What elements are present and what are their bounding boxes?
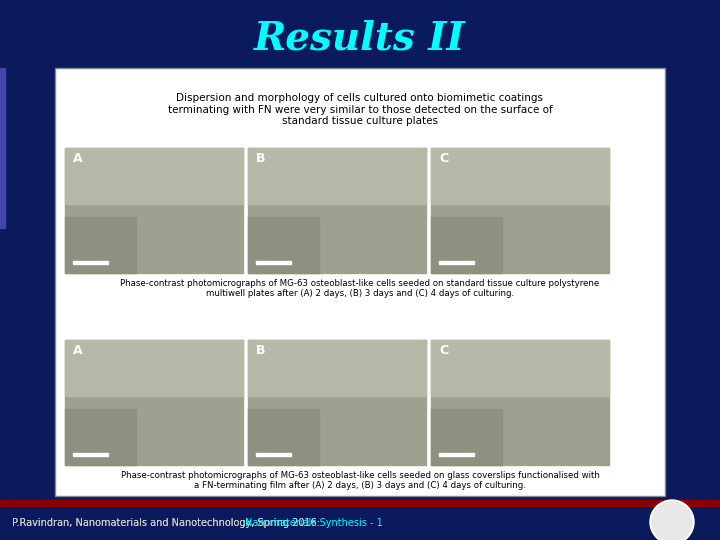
Text: Dispersion and morphology of cells cultured onto biomimetic coatings
terminating: Dispersion and morphology of cells cultu… [168,93,552,126]
Text: B: B [256,344,266,357]
Bar [248,340,426,465]
Text: A: A [73,344,83,357]
Bar [439,261,474,264]
Bar [65,340,243,396]
Text: P.Ravindran, Nanomaterials and Nanotechnology, Spring 2016:: P.Ravindran, Nanomaterials and Nanotechn… [12,518,323,528]
Bar [65,409,136,465]
Bar [65,340,243,465]
Bar [248,409,319,465]
Bar [0,68,5,228]
Bar [431,148,609,204]
Text: C: C [439,344,448,357]
Bar [431,148,609,273]
Text: Nanomaterials Synthesis - 1: Nanomaterials Synthesis - 1 [245,518,383,528]
Text: B: B [256,152,266,165]
Bar [431,340,609,465]
Bar [256,453,291,456]
Bar [248,217,319,273]
Text: Phase-contrast photomicrographs of MG-63 osteoblast-like cells seeded on glass c: Phase-contrast photomicrographs of MG-63… [120,471,600,490]
Bar [431,409,503,465]
Bar [65,148,243,273]
Text: Results II: Results II [254,19,466,57]
Bar [256,261,291,264]
FancyBboxPatch shape [55,68,665,496]
Circle shape [652,502,692,540]
Bar [439,453,474,456]
Bar [431,217,503,273]
Bar [248,340,426,396]
Text: P.Ravindran, Nanomaterials and Nanotechnology, Spring 2016:: P.Ravindran, Nanomaterials and Nanotechn… [12,518,323,528]
Text: A: A [73,152,83,165]
Bar [0,500,720,506]
Bar [0,506,650,540]
Bar [431,340,609,396]
Text: C: C [439,152,448,165]
Bar [73,453,108,456]
Circle shape [650,500,694,540]
Bar [65,217,136,273]
Bar [248,148,426,204]
Bar [248,148,426,273]
Bar [73,261,108,264]
Text: Phase-contrast photomicrographs of MG-63 osteoblast-like cells seeded on standar: Phase-contrast photomicrographs of MG-63… [120,279,600,299]
Text: P.Ravindran, Nanomaterials and Nanotechnology, Spring 2016: Nanomaterials Synthe: P.Ravindran, Nanomaterials and Nanotechn… [12,518,461,528]
Bar [65,148,243,204]
